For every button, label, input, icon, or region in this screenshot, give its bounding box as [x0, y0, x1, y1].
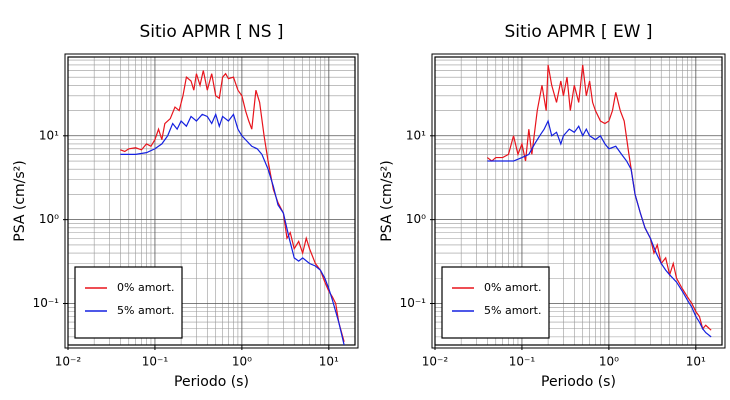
x-tick-label: 10⁻²: [55, 355, 82, 369]
y-tick-label: 10¹: [406, 128, 426, 142]
plot-frame: [67, 56, 356, 346]
chart-panel: 10⁻² 10⁻¹ 10⁰ 10¹ 10⁻¹ 10⁰ 10¹ 0% amort. 5% amor…: [12, 22, 359, 390]
series-line: [120, 112, 345, 345]
plot-frame-outer: [431, 53, 726, 349]
x-axis-label: Periodo (s): [174, 374, 249, 390]
x-tick-label: 10⁰: [232, 355, 252, 369]
chart-title: Sitio APMR [ NS ]: [139, 22, 283, 42]
legend-label: 0% amort.: [117, 281, 174, 294]
legend-label: 5% amort.: [117, 304, 174, 317]
plot-frame-outer: [64, 53, 359, 349]
y-axis-label: PSA (cm/s²): [12, 160, 28, 242]
x-axis-label: Periodo (s): [541, 374, 616, 390]
x-tick-label: 10⁻¹: [509, 355, 536, 369]
x-tick-label: 10¹: [686, 355, 706, 369]
x-tick-label: 10⁻¹: [142, 355, 169, 369]
series-line: [120, 70, 345, 342]
legend-label: 0% amort.: [484, 281, 541, 294]
plot-frame: [434, 56, 723, 346]
y-tick-label: 10¹: [39, 128, 59, 142]
x-tick-label: 10⁻²: [422, 355, 449, 369]
series-line: [486, 64, 712, 331]
x-tick-label: 10⁰: [599, 355, 619, 369]
y-tick-label: 10⁻¹: [400, 296, 427, 310]
y-tick-label: 10⁻¹: [33, 296, 60, 310]
chart-title: Sitio APMR [ EW ]: [504, 22, 652, 42]
x-tick-label: 10¹: [319, 355, 339, 369]
chart-panel: 10⁻² 10⁻¹ 10⁰ 10¹ 10⁻¹ 10⁰ 10¹ 0% amort. 5% amor…: [379, 22, 726, 390]
legend-label: 5% amort.: [484, 304, 541, 317]
series-line: [487, 119, 712, 338]
y-tick-label: 10⁰: [406, 212, 426, 226]
y-axis-label: PSA (cm/s²): [379, 160, 395, 242]
legend-box: [74, 266, 183, 339]
y-tick-label: 10⁰: [39, 212, 59, 226]
legend-box: [441, 266, 550, 339]
